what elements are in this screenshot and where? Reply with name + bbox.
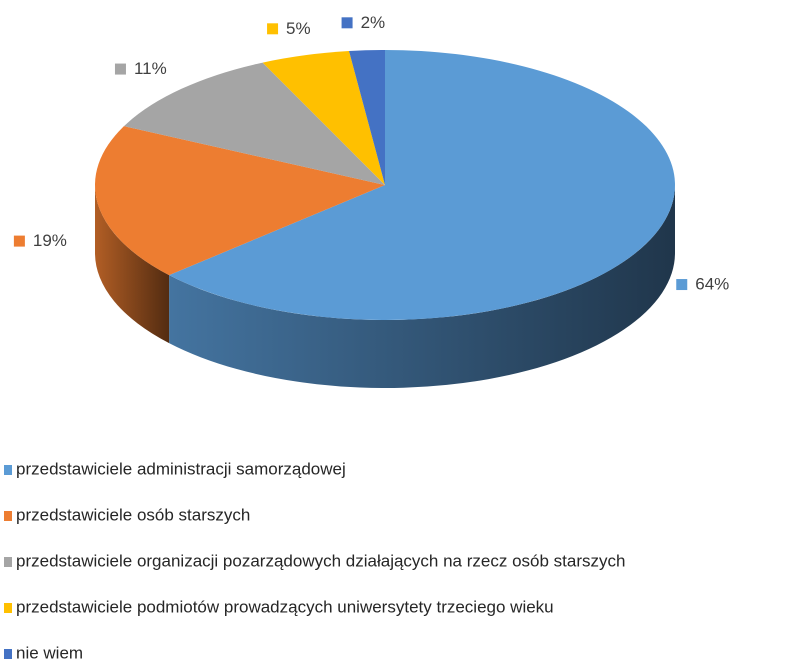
legend-label: przedstawiciele podmiotów prowadzących u… (16, 597, 554, 616)
slice (123, 62, 385, 185)
data-label: 11% (114, 59, 167, 78)
data-label-text: 19% (33, 231, 67, 250)
data-label-text: 5% (286, 19, 311, 38)
slice (95, 126, 386, 276)
legend-label: nie wiem (16, 643, 83, 660)
data-label: 5% (267, 19, 311, 38)
data-label-text: 64% (695, 275, 729, 294)
legend-marker (4, 649, 12, 659)
data-label: 19% (13, 231, 67, 250)
label-marker (114, 63, 126, 75)
slice (262, 51, 385, 186)
slice (169, 50, 676, 320)
legend-marker (4, 557, 12, 567)
legend-label: przedstawiciele osób starszych (16, 505, 250, 524)
data-label: 2% (341, 13, 386, 32)
data-label-text: 2% (361, 13, 386, 32)
legend-marker (4, 603, 12, 613)
label-marker (13, 235, 25, 247)
slice-side (169, 185, 676, 388)
data-label: 64% (676, 275, 729, 294)
label-marker (676, 279, 688, 291)
data-label-text: 11% (134, 59, 167, 78)
legend-marker (4, 465, 12, 475)
legend-label: przedstawiciele administracji samorządow… (16, 459, 346, 478)
legend-label: przedstawiciele organizacji pozarządowyc… (16, 551, 625, 570)
legend-marker (4, 511, 12, 521)
slice (349, 50, 385, 185)
label-marker (267, 23, 279, 35)
label-marker (341, 17, 353, 29)
slice-side (95, 185, 170, 344)
